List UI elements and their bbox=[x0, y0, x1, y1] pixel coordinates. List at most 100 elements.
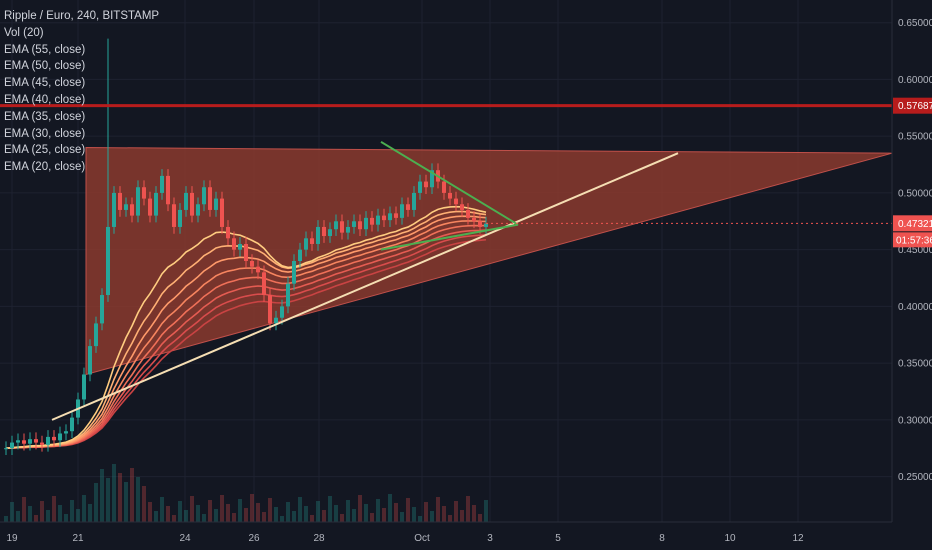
symbol-title[interactable]: Ripple / Euro, 240, BITSTAMP bbox=[4, 10, 160, 22]
candle-body bbox=[82, 374, 86, 400]
volume-bar bbox=[304, 506, 308, 522]
volume-bar bbox=[226, 504, 230, 522]
candle-body bbox=[136, 187, 140, 216]
legend-indicator[interactable]: EMA (20, close) bbox=[4, 161, 86, 174]
legend-indicator[interactable]: EMA (45, close) bbox=[4, 77, 86, 90]
volume-bar bbox=[448, 515, 452, 522]
volume-bar bbox=[406, 498, 410, 522]
last-price-badge bbox=[893, 215, 932, 232]
x-tick-label: 24 bbox=[179, 533, 191, 544]
legend-indicator[interactable]: EMA (50, close) bbox=[4, 60, 86, 73]
price-scale bbox=[892, 0, 932, 550]
candle-body bbox=[370, 217, 374, 225]
legend-indicator[interactable]: Vol (20) bbox=[4, 26, 44, 39]
candle-body bbox=[118, 192, 122, 210]
legend-indicator[interactable]: EMA (30, close) bbox=[4, 127, 86, 140]
candle-body bbox=[316, 226, 320, 244]
candle-body bbox=[466, 209, 470, 218]
volume-bar bbox=[82, 495, 86, 522]
candle-body bbox=[208, 187, 212, 210]
candle-body bbox=[130, 204, 134, 216]
volume-bar bbox=[412, 507, 416, 522]
y-tick-label: 0.65000 bbox=[898, 18, 932, 29]
candle-body bbox=[64, 431, 68, 434]
volume-bar bbox=[52, 496, 56, 522]
candle-body bbox=[454, 198, 458, 205]
y-tick-label: 0.60000 bbox=[898, 75, 932, 86]
volume-bar bbox=[172, 515, 176, 522]
y-tick-label: 0.25000 bbox=[898, 472, 932, 483]
candle-body bbox=[418, 181, 422, 193]
candle-body bbox=[400, 204, 404, 218]
candle-body bbox=[472, 217, 476, 222]
candle-body bbox=[376, 215, 380, 225]
candle-body bbox=[40, 442, 44, 445]
legend-indicator[interactable]: EMA (25, close) bbox=[4, 144, 86, 157]
volume-bar bbox=[316, 501, 320, 522]
candle-body bbox=[58, 433, 62, 441]
candle-body bbox=[226, 226, 230, 239]
candle-body bbox=[406, 204, 410, 210]
volume-bar bbox=[262, 512, 266, 522]
volume-bar bbox=[460, 510, 464, 522]
x-tick-label: 21 bbox=[72, 533, 84, 544]
volume-bar bbox=[220, 495, 224, 522]
candle-body bbox=[196, 204, 200, 216]
x-tick-label: 26 bbox=[248, 533, 260, 544]
triangle-outline bbox=[85, 147, 893, 376]
candle-body bbox=[460, 204, 464, 210]
volume-bar bbox=[388, 494, 392, 522]
x-tick-label: 3 bbox=[487, 533, 493, 544]
candle-body bbox=[424, 181, 428, 188]
candle-body bbox=[484, 223, 488, 227]
candle-body bbox=[334, 221, 338, 230]
candle-body bbox=[352, 221, 356, 227]
volume-bar bbox=[274, 507, 278, 522]
volume-bar bbox=[394, 503, 398, 522]
volume-bar bbox=[142, 486, 146, 522]
volume-bar bbox=[268, 498, 272, 522]
volume-bar bbox=[424, 502, 428, 522]
volume-bar bbox=[382, 508, 386, 522]
candle-body bbox=[10, 442, 14, 449]
volume-bar bbox=[178, 501, 182, 522]
volume-bar bbox=[472, 505, 476, 522]
volume-bar bbox=[310, 515, 314, 522]
x-tick-label: 10 bbox=[724, 533, 736, 544]
countdown-badge-label: 01:57:36 bbox=[896, 235, 932, 246]
ema-line-40 bbox=[5, 224, 487, 450]
legend-indicator[interactable]: EMA (35, close) bbox=[4, 110, 86, 123]
last-price-badge-label: 0.47321 bbox=[898, 219, 932, 230]
resistance-badge bbox=[893, 97, 932, 114]
candle-body bbox=[214, 198, 218, 210]
candle-body bbox=[280, 306, 284, 318]
volume-bar bbox=[250, 494, 254, 522]
candle-body bbox=[178, 209, 182, 227]
candle-body bbox=[166, 175, 170, 205]
triangle-pattern bbox=[86, 147, 892, 375]
candle-body bbox=[250, 261, 254, 267]
volume-bar bbox=[136, 477, 140, 522]
volume-bar bbox=[418, 516, 422, 522]
x-tick-label: 19 bbox=[6, 533, 18, 544]
candle-body bbox=[364, 217, 368, 230]
volume-bar bbox=[34, 515, 38, 522]
legend-indicator[interactable]: EMA (40, close) bbox=[4, 93, 86, 106]
candle-body bbox=[172, 204, 176, 227]
volume-bar bbox=[484, 500, 488, 522]
legend-indicator[interactable]: EMA (55, close) bbox=[4, 43, 86, 56]
candle-body bbox=[442, 181, 446, 193]
volume-bar bbox=[214, 509, 218, 522]
y-tick-label: 0.35000 bbox=[898, 359, 932, 370]
trendline bbox=[51, 152, 679, 421]
volume-bar bbox=[358, 495, 362, 522]
candle-body bbox=[4, 448, 8, 450]
candle-body bbox=[190, 192, 194, 216]
ema-line-35 bbox=[5, 220, 487, 450]
candle-body bbox=[88, 346, 92, 375]
candle-body bbox=[382, 215, 386, 221]
volume-bar bbox=[22, 497, 26, 522]
y-tick-label: 0.30000 bbox=[898, 415, 932, 426]
volume-bar bbox=[322, 510, 326, 522]
